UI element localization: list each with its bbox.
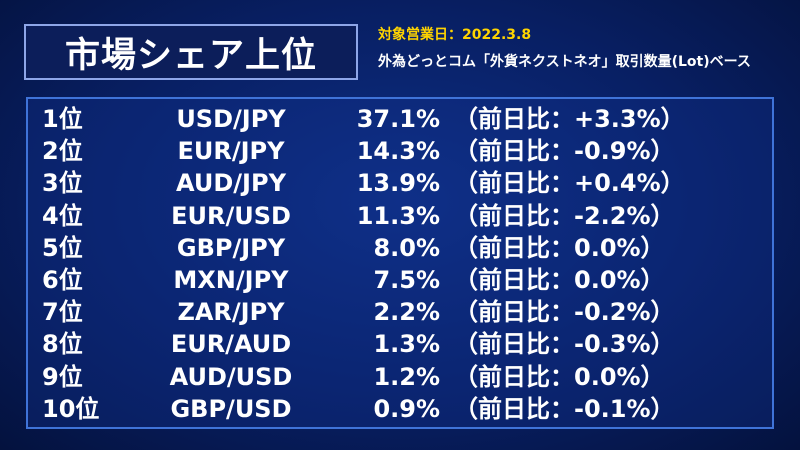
ranking-row: 7位 ZAR/JPY 2.2% （前日比：-0.2%） — [28, 296, 772, 328]
market-share: 1.3% — [373, 330, 440, 359]
currency-pair: EUR/AUD — [170, 330, 292, 359]
currency-pair: USD/JPY — [176, 105, 286, 133]
market-share: 14.3% — [356, 137, 440, 166]
day-change: （前日比：-2.2%） — [454, 201, 675, 230]
rank-label: 3位 — [42, 169, 83, 198]
ranking-row: 8位 EUR/AUD 1.3% （前日比：-0.3%） — [28, 328, 772, 360]
target-date: 対象営業日：2022.3.8 — [378, 27, 532, 43]
market-share: 37.1% — [356, 105, 440, 133]
title-box: 市場シェア上位 — [24, 24, 358, 80]
market-share: 11.3% — [356, 201, 440, 230]
currency-pair: AUD/JPY — [176, 169, 286, 198]
ranking-row: 4位 EUR/USD 11.3% （前日比：-2.2%） — [28, 200, 772, 232]
rank-label: 4位 — [42, 201, 83, 230]
rank-label: 2位 — [42, 137, 83, 166]
day-change: （前日比：0.0%） — [454, 362, 665, 391]
ranking-row: 2位 EUR/JPY 14.3% （前日比：-0.9%） — [28, 135, 772, 167]
currency-pair: EUR/USD — [171, 201, 291, 230]
rank-label: 9位 — [42, 362, 83, 391]
currency-pair: ZAR/JPY — [177, 298, 285, 327]
day-change: （前日比：-0.1%） — [454, 394, 675, 423]
rank-label: 10位 — [42, 394, 100, 423]
page-title: 市場シェア上位 — [64, 35, 317, 76]
rank-label: 6位 — [42, 265, 83, 294]
currency-pair: MXN/JPY — [173, 265, 289, 294]
rank-label: 5位 — [42, 233, 83, 262]
rank-label: 1位 — [42, 105, 83, 133]
ranking-row: 1位 USD/JPY 37.1% （前日比：+3.3%） — [28, 103, 772, 135]
ranking-row: 3位 AUD/JPY 13.9% （前日比：+0.4%） — [28, 167, 772, 199]
market-share: 2.2% — [373, 298, 440, 327]
ranking-row: 5位 GBP/JPY 8.0% （前日比：0.0%） — [28, 232, 772, 264]
ranking-row: 9位 AUD/USD 1.2% （前日比：0.0%） — [28, 361, 772, 393]
currency-pair: GBP/JPY — [176, 233, 286, 262]
day-change: （前日比：0.0%） — [454, 233, 665, 262]
market-share: 1.2% — [373, 362, 440, 391]
data-basis-note: 外為どっとコム「外貨ネクストネオ」取引数量(Lot)ベース — [378, 54, 751, 70]
ranking-row: 6位 MXN/JPY 7.5% （前日比：0.0%） — [28, 264, 772, 296]
day-change: （前日比：-0.2%） — [454, 298, 675, 327]
currency-pair: EUR/JPY — [177, 137, 285, 166]
market-share: 0.9% — [373, 394, 440, 423]
day-change: （前日比：-0.9%） — [454, 137, 675, 166]
day-change: （前日比：0.0%） — [454, 265, 665, 294]
day-change: （前日比：+3.3%） — [454, 105, 685, 133]
market-share: 13.9% — [356, 169, 440, 198]
market-share: 8.0% — [373, 233, 440, 262]
currency-pair: GBP/USD — [170, 394, 292, 423]
rank-label: 7位 — [42, 298, 83, 327]
day-change: （前日比：-0.3%） — [454, 330, 675, 359]
day-change: （前日比：+0.4%） — [454, 169, 685, 198]
ranking-panel: 1位 USD/JPY 37.1% （前日比：+3.3%） 2位 EUR/JPY … — [26, 97, 774, 429]
market-share: 7.5% — [373, 265, 440, 294]
ranking-list: 1位 USD/JPY 37.1% （前日比：+3.3%） 2位 EUR/JPY … — [28, 103, 772, 425]
ranking-row: 10位 GBP/USD 0.9% （前日比：-0.1%） — [28, 393, 772, 425]
currency-pair: AUD/USD — [169, 362, 293, 391]
rank-label: 8位 — [42, 330, 83, 359]
